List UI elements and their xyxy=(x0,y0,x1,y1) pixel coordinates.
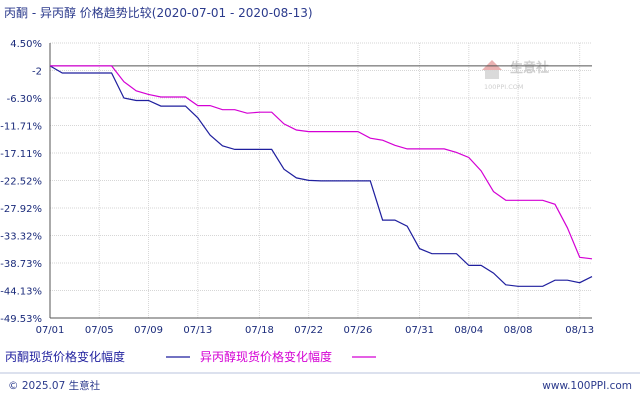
legend: 丙酮现货价格变化幅度 异丙醇现货价格变化幅度 xyxy=(5,349,376,364)
y-tick-label: -27.92% xyxy=(0,204,42,215)
y-tick-label: -11.71% xyxy=(0,122,42,133)
y-tick-label: -2 xyxy=(32,66,42,77)
chart-title: 丙酮 - 异丙醇 价格趋势比较(2020-07-01 - 2020-08-13) xyxy=(4,5,313,20)
x-tick-label: 07/09 xyxy=(134,325,163,336)
watermark-house-icon xyxy=(485,70,499,79)
series-lines xyxy=(49,65,593,287)
y-tick-label: -33.32% xyxy=(0,231,42,242)
y-tick-label: -22.52% xyxy=(0,177,42,188)
y-tick-label: -6.30% xyxy=(7,94,42,105)
x-tick-label: 07/26 xyxy=(344,325,373,336)
x-tick-label: 08/08 xyxy=(504,325,533,336)
watermark-logo: 生意社 100PPI.COM xyxy=(482,60,549,91)
legend-label: 异丙醇现货价格变化幅度 xyxy=(200,349,332,364)
y-tick-label: -38.73% xyxy=(0,259,42,270)
series-line-2 xyxy=(50,65,593,260)
x-tick-label: 08/13 xyxy=(565,325,594,336)
x-tick-label: 07/22 xyxy=(294,325,323,336)
x-tick-label: 08/04 xyxy=(454,325,483,336)
legend-label: 丙酮现货价格变化幅度 xyxy=(5,349,125,364)
footer-site: www.100PPI.com xyxy=(542,380,632,392)
watermark-text: 生意社 xyxy=(510,60,549,76)
x-tick-label: 07/05 xyxy=(85,325,114,336)
x-tick-label: 07/01 xyxy=(36,325,65,336)
watermark-roof-icon xyxy=(482,60,502,70)
x-tick-label: 07/13 xyxy=(183,325,212,336)
watermark-subtext: 100PPI.COM xyxy=(484,83,524,91)
tick-labels: 4.50% -2 -6.30% -11.71% -17.11% -22.52% -27.92… xyxy=(0,39,594,336)
series-line-1 xyxy=(49,65,593,287)
y-tick-label: -49.53% xyxy=(0,314,42,325)
y-tick-label: -44.13% xyxy=(0,287,42,298)
footer-copyright: © 2025.07 生意社 xyxy=(8,379,101,392)
x-tick-label: 07/31 xyxy=(405,325,434,336)
y-tick-label: -17.11% xyxy=(0,149,42,160)
axes xyxy=(49,43,592,319)
y-tick-label: 4.50% xyxy=(10,39,42,50)
x-tick-label: 07/18 xyxy=(245,325,274,336)
grid xyxy=(49,42,592,319)
